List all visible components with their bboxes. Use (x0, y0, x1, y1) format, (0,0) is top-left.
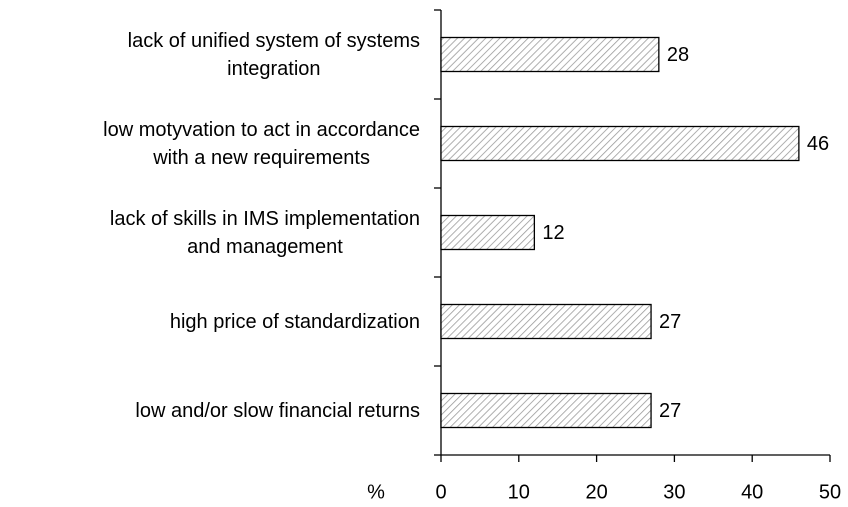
bar (440, 214, 536, 251)
y-tick-label: high price of standardization (169, 310, 420, 333)
x-tick-label: 40 (741, 481, 763, 503)
x-tick-label: 10 (508, 481, 530, 503)
data-label: 28 (667, 44, 689, 66)
bar (440, 36, 660, 73)
x-tick-label: 0 (435, 481, 446, 503)
y-tick-label: low and/or slow financial returns (135, 399, 420, 422)
data-label: 12 (542, 222, 564, 244)
bar (440, 392, 652, 429)
data-label: 46 (807, 133, 829, 155)
bar (440, 303, 652, 340)
x-tick-label: 30 (663, 481, 685, 503)
x-tick-label: 20 (585, 481, 607, 503)
x-tick-label: 50 (819, 481, 841, 503)
x-axis-label: % (367, 481, 385, 503)
bar (440, 125, 800, 162)
y-tick-label: lack of unified system of systems integr… (127, 29, 420, 80)
data-label: 27 (659, 400, 681, 422)
data-label: 27 (659, 311, 681, 333)
y-tick-label: low motyvation to act in accordance with… (103, 118, 420, 169)
y-tick-label: lack of skills in IMS implementation and… (109, 207, 420, 258)
